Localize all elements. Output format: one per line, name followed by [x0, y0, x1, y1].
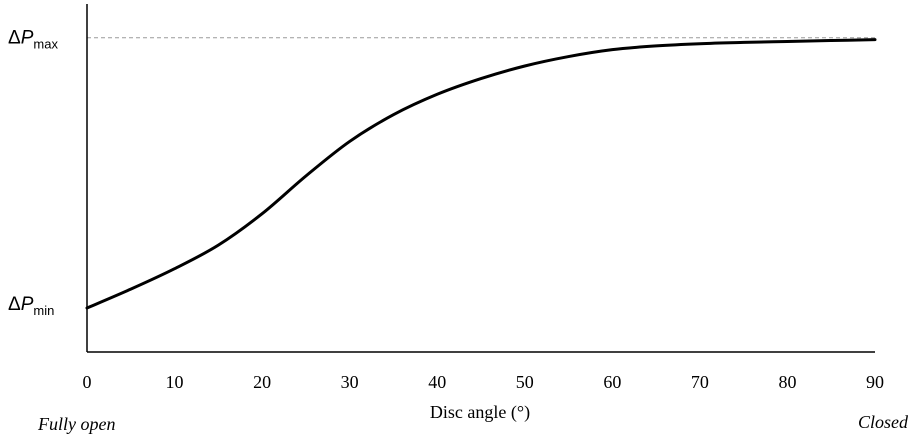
x-tick-label: 40 — [428, 372, 446, 392]
x-tick-label: 50 — [516, 372, 534, 392]
x-tick-label: 30 — [341, 372, 359, 392]
x-tick-label: 90 — [866, 372, 884, 392]
y-label-max-symbol: ΔP — [8, 28, 34, 49]
x-tick-label: 70 — [691, 372, 709, 392]
x-tick-label: 80 — [778, 372, 796, 392]
x-end-label-right: Closed — [858, 412, 909, 432]
y-label-max-subscript: max — [33, 37, 58, 52]
y-label-min-symbol: ΔP — [8, 294, 34, 315]
x-tick-label: 60 — [603, 372, 621, 392]
y-label-min: ΔPmin — [8, 294, 54, 318]
x-tick-label: 20 — [253, 372, 271, 392]
x-tick-label: 10 — [166, 372, 184, 392]
y-label-min-subscript: min — [33, 303, 54, 318]
x-axis-title: Disc angle (°) — [430, 402, 530, 423]
x-end-label-left: Fully open — [37, 414, 115, 434]
x-tick-labels: 0 10 20 30 40 50 60 70 80 90 — [83, 372, 885, 392]
y-label-max: ΔPmax — [8, 28, 58, 52]
series-line — [85, 38, 877, 310]
x-tick-label: 0 — [83, 372, 92, 392]
